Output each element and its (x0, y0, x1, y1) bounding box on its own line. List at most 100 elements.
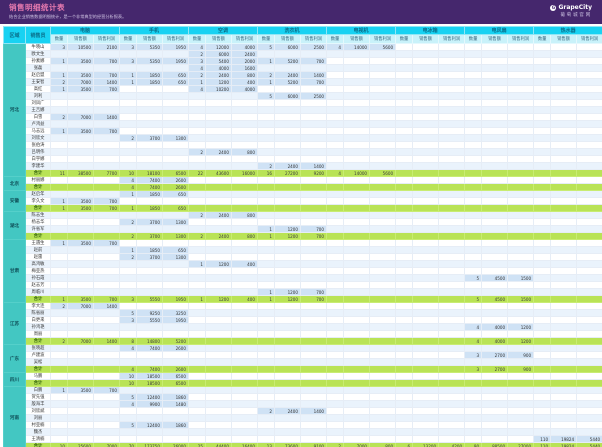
seller-cell: 马鹏 (25, 372, 51, 380)
data-cell (438, 57, 466, 65)
subtotal-cell (326, 232, 345, 240)
data-cell (67, 162, 94, 170)
data-cell (533, 421, 552, 429)
column-sub-header: 数量 (188, 34, 206, 44)
data-cell (533, 372, 552, 380)
data-cell (550, 162, 578, 170)
data-cell (136, 141, 163, 149)
data-cell (50, 141, 68, 149)
data-cell (93, 358, 120, 366)
data-cell (67, 260, 94, 268)
subtotal-cell (507, 232, 535, 240)
data-cell (231, 288, 258, 296)
subtotal-cell: 73600 (274, 442, 301, 447)
data-cell (257, 421, 275, 429)
data-cell (231, 435, 258, 443)
data-cell: 2 (188, 71, 206, 79)
subtotal-row: 合计 2 3700 1300 2 2400 800 1 1200 700 (4, 232, 602, 240)
data-cell (343, 190, 371, 198)
data-cell (136, 120, 163, 128)
data-cell: 3 (119, 57, 137, 65)
data-cell (533, 288, 552, 296)
data-cell: 700 (299, 57, 328, 65)
data-cell (274, 246, 301, 254)
data-cell (136, 239, 163, 247)
data-cell (205, 316, 232, 324)
column-sub-header: 数量 (326, 34, 345, 44)
data-cell (188, 239, 206, 247)
subtotal-cell (93, 365, 120, 373)
data-cell (50, 190, 68, 198)
data-cell (188, 393, 206, 401)
data-cell (533, 211, 552, 219)
data-cell (136, 211, 163, 219)
table-row: 高鸿敏 1 1200 400 (4, 260, 602, 268)
data-cell (188, 344, 206, 352)
subtotal-cell (299, 365, 328, 373)
data-cell (231, 421, 258, 429)
data-cell (395, 288, 414, 296)
subtotal-cell (576, 169, 602, 177)
data-cell (274, 323, 301, 331)
table-row: 高红 1 3500 700 4 10200 4000 (4, 85, 602, 93)
data-cell: 9900 (136, 400, 163, 408)
data-cell (369, 288, 397, 296)
data-cell (369, 400, 397, 408)
data-cell (343, 211, 371, 219)
data-cell (231, 414, 258, 422)
data-cell (326, 274, 345, 282)
data-cell (395, 351, 414, 359)
data-cell (550, 372, 578, 380)
data-cell: 3 (119, 316, 137, 324)
data-cell (464, 246, 483, 254)
data-cell (93, 99, 120, 107)
data-cell: 700 (299, 78, 328, 86)
subtotal-cell: 10 (119, 169, 137, 177)
data-cell (481, 386, 509, 394)
brand-name: GrapeCity (558, 4, 592, 11)
data-cell (395, 141, 414, 149)
seller-cell: 村亚楠 (25, 421, 51, 429)
data-cell (533, 43, 552, 51)
column-sub-header: 销售利润 (369, 34, 397, 44)
data-cell (412, 414, 440, 422)
subtotal-cell: 800 (369, 442, 397, 447)
data-cell (343, 267, 371, 275)
data-cell (576, 190, 602, 198)
data-cell (299, 148, 328, 156)
data-cell (205, 176, 232, 184)
subtotal-cell (231, 337, 258, 345)
data-cell (274, 141, 301, 149)
data-cell (50, 414, 68, 422)
data-cell (412, 218, 440, 226)
subtotal-cell (576, 232, 602, 240)
data-cell: 2400 (205, 71, 232, 79)
data-cell (576, 421, 602, 429)
data-cell: 1850 (136, 78, 163, 86)
table-row: 四川 马鹏 10 18500 6500 (3, 372, 602, 387)
data-cell (67, 316, 94, 324)
data-cell (274, 113, 301, 121)
data-cell (136, 225, 163, 233)
data-cell (343, 302, 371, 310)
brand[interactable]: G GrapeCity 葡萄城官网 (550, 4, 592, 18)
data-cell (50, 134, 68, 142)
subtotal-cell: 800 (231, 232, 258, 240)
table-row: 孙鸿艳 4 4000 1200 (4, 323, 602, 331)
data-cell (533, 330, 552, 338)
data-cell (533, 197, 552, 205)
data-cell: 2 (257, 71, 275, 79)
data-cell (412, 372, 440, 380)
data-cell (481, 302, 509, 310)
data-cell (550, 43, 578, 51)
subtotal-cell: 1200 (507, 337, 535, 345)
table-row: 北京 村丽娜 4 7400 2600 (3, 176, 602, 191)
data-cell (481, 358, 509, 366)
data-cell (205, 134, 232, 142)
data-cell (136, 197, 163, 205)
data-cell (438, 50, 466, 58)
subtotal-cell: 16400 (231, 442, 258, 447)
subtotal-cell: 3 (464, 365, 483, 373)
data-cell (50, 225, 68, 233)
data-cell (231, 155, 258, 163)
